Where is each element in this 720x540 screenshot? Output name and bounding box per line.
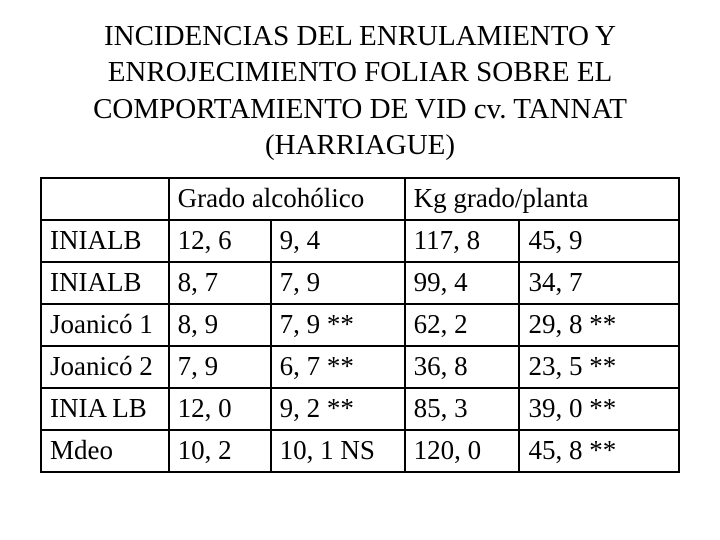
cell-kg-a: 117, 8 bbox=[405, 220, 520, 262]
table-row: Joanicó 2 7, 9 6, 7 ** 36, 8 23, 5 ** bbox=[41, 346, 679, 388]
cell-kg-a: 36, 8 bbox=[405, 346, 520, 388]
header-blank bbox=[41, 178, 169, 220]
cell-alc-a: 8, 9 bbox=[169, 304, 271, 346]
table-row: INIALB 8, 7 7, 9 99, 4 34, 7 bbox=[41, 262, 679, 304]
row-label: Joanicó 2 bbox=[41, 346, 169, 388]
header-grado-alcoholico: Grado alcohólico bbox=[169, 178, 405, 220]
cell-alc-a: 7, 9 bbox=[169, 346, 271, 388]
cell-alc-a: 10, 2 bbox=[169, 430, 271, 472]
table-row: INIALB 12, 6 9, 4 117, 8 45, 9 bbox=[41, 220, 679, 262]
cell-alc-b: 7, 9 bbox=[271, 262, 405, 304]
cell-kg-b: 23, 5 ** bbox=[519, 346, 679, 388]
header-kg-grado-planta: Kg grado/planta bbox=[405, 178, 679, 220]
row-label: INIA LB bbox=[41, 388, 169, 430]
table-row: Mdeo 10, 2 10, 1 NS 120, 0 45, 8 ** bbox=[41, 430, 679, 472]
cell-alc-b: 7, 9 ** bbox=[271, 304, 405, 346]
cell-kg-a: 85, 3 bbox=[405, 388, 520, 430]
cell-kg-a: 62, 2 bbox=[405, 304, 520, 346]
row-label: INIALB bbox=[41, 262, 169, 304]
cell-kg-b: 45, 9 bbox=[519, 220, 679, 262]
row-label: INIALB bbox=[41, 220, 169, 262]
cell-alc-a: 12, 0 bbox=[169, 388, 271, 430]
table-header-row: Grado alcohólico Kg grado/planta bbox=[41, 178, 679, 220]
cell-alc-b: 6, 7 ** bbox=[271, 346, 405, 388]
cell-alc-a: 8, 7 bbox=[169, 262, 271, 304]
table-row: Joanicó 1 8, 9 7, 9 ** 62, 2 29, 8 ** bbox=[41, 304, 679, 346]
cell-alc-b: 9, 4 bbox=[271, 220, 405, 262]
cell-kg-b: 34, 7 bbox=[519, 262, 679, 304]
row-label: Mdeo bbox=[41, 430, 169, 472]
slide-title: INCIDENCIAS DEL ENRULAMIENTO Y ENROJECIM… bbox=[40, 18, 680, 163]
cell-kg-b: 39, 0 ** bbox=[519, 388, 679, 430]
cell-alc-a: 12, 6 bbox=[169, 220, 271, 262]
data-table: Grado alcohólico Kg grado/planta INIALB … bbox=[40, 177, 680, 473]
cell-alc-b: 10, 1 NS bbox=[271, 430, 405, 472]
cell-kg-a: 120, 0 bbox=[405, 430, 520, 472]
cell-kg-b: 45, 8 ** bbox=[519, 430, 679, 472]
row-label: Joanicó 1 bbox=[41, 304, 169, 346]
table-row: INIA LB 12, 0 9, 2 ** 85, 3 39, 0 ** bbox=[41, 388, 679, 430]
cell-alc-b: 9, 2 ** bbox=[271, 388, 405, 430]
cell-kg-b: 29, 8 ** bbox=[519, 304, 679, 346]
cell-kg-a: 99, 4 bbox=[405, 262, 520, 304]
